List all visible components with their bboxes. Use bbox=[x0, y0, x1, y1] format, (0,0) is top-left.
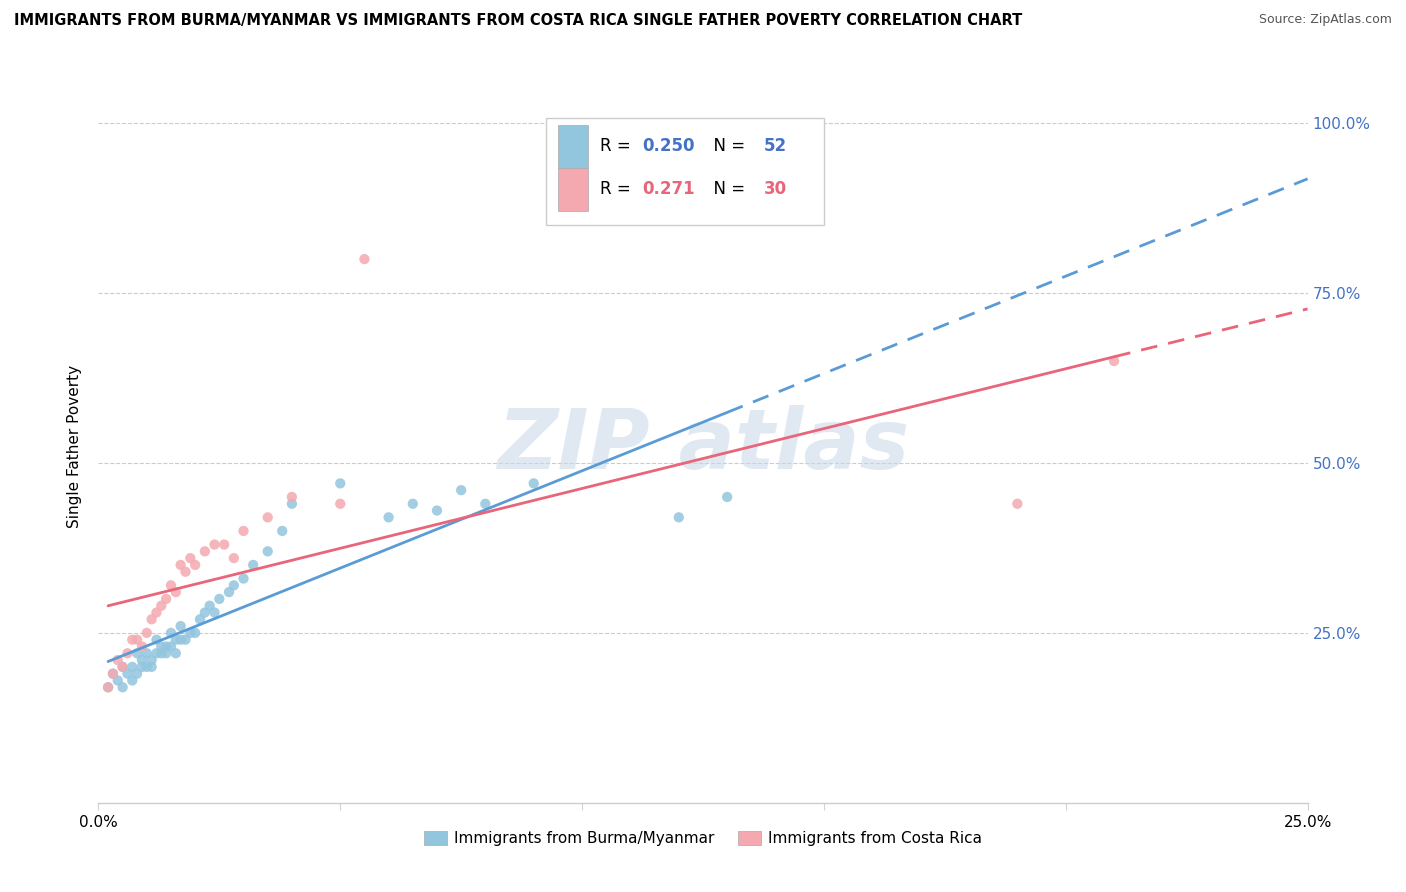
Point bbox=[169, 619, 191, 633]
Point bbox=[194, 606, 217, 620]
Point bbox=[131, 660, 153, 674]
Point bbox=[150, 646, 173, 660]
Text: 0.271: 0.271 bbox=[643, 180, 695, 198]
Point bbox=[127, 666, 149, 681]
Point bbox=[222, 551, 245, 566]
Text: R =: R = bbox=[600, 180, 637, 198]
Point bbox=[97, 680, 120, 694]
Point bbox=[426, 503, 449, 517]
Point bbox=[242, 558, 264, 572]
Point bbox=[127, 632, 149, 647]
Point bbox=[222, 578, 245, 592]
Point bbox=[377, 510, 399, 524]
Point bbox=[160, 640, 183, 654]
Point bbox=[131, 653, 153, 667]
Point bbox=[160, 626, 183, 640]
Point bbox=[135, 660, 157, 674]
Point bbox=[1102, 354, 1125, 368]
Text: IMMIGRANTS FROM BURMA/MYANMAR VS IMMIGRANTS FROM COSTA RICA SINGLE FATHER POVERT: IMMIGRANTS FROM BURMA/MYANMAR VS IMMIGRA… bbox=[14, 13, 1022, 29]
Text: 0.250: 0.250 bbox=[643, 137, 695, 155]
Point bbox=[271, 524, 294, 538]
Bar bbox=[558, 125, 588, 168]
Text: 30: 30 bbox=[763, 180, 786, 198]
Bar bbox=[558, 168, 588, 211]
Point bbox=[141, 660, 163, 674]
Point bbox=[141, 653, 163, 667]
Point bbox=[117, 646, 139, 660]
Point bbox=[101, 666, 124, 681]
Legend: Immigrants from Burma/Myanmar, Immigrants from Costa Rica: Immigrants from Burma/Myanmar, Immigrant… bbox=[418, 825, 988, 852]
Point bbox=[188, 612, 211, 626]
Text: ZIP atlas: ZIP atlas bbox=[496, 406, 910, 486]
Point bbox=[111, 660, 134, 674]
Point bbox=[107, 673, 129, 688]
Point bbox=[198, 599, 221, 613]
Text: N =: N = bbox=[703, 137, 751, 155]
Point bbox=[204, 606, 226, 620]
Point bbox=[256, 510, 278, 524]
Point bbox=[212, 537, 235, 551]
Point bbox=[155, 640, 177, 654]
Point bbox=[165, 646, 187, 660]
Point bbox=[141, 612, 163, 626]
Text: R =: R = bbox=[600, 137, 637, 155]
Point bbox=[353, 252, 375, 266]
Point bbox=[232, 572, 254, 586]
Point bbox=[184, 558, 207, 572]
Point bbox=[145, 606, 167, 620]
Point bbox=[169, 632, 191, 647]
Point bbox=[402, 497, 425, 511]
Text: Source: ZipAtlas.com: Source: ZipAtlas.com bbox=[1258, 13, 1392, 27]
Point bbox=[107, 653, 129, 667]
Point bbox=[111, 680, 134, 694]
Point bbox=[145, 632, 167, 647]
Point bbox=[179, 551, 201, 566]
Point bbox=[194, 544, 217, 558]
Point bbox=[1007, 497, 1029, 511]
Point bbox=[184, 626, 207, 640]
Point bbox=[121, 660, 143, 674]
Point bbox=[121, 632, 143, 647]
Point bbox=[150, 599, 173, 613]
Point bbox=[668, 510, 690, 524]
Point bbox=[218, 585, 240, 599]
Point bbox=[145, 646, 167, 660]
Point bbox=[121, 673, 143, 688]
Point bbox=[281, 497, 304, 511]
Point bbox=[127, 646, 149, 660]
Text: 52: 52 bbox=[763, 137, 786, 155]
Point bbox=[150, 640, 173, 654]
Point bbox=[523, 476, 546, 491]
Point bbox=[232, 524, 254, 538]
Point bbox=[329, 497, 352, 511]
Point bbox=[155, 591, 177, 606]
Point bbox=[135, 626, 157, 640]
Point bbox=[111, 660, 134, 674]
Point bbox=[165, 632, 187, 647]
Point bbox=[179, 626, 201, 640]
Point bbox=[101, 666, 124, 681]
Point bbox=[208, 591, 231, 606]
Point bbox=[160, 578, 183, 592]
Point bbox=[174, 565, 197, 579]
Point bbox=[256, 544, 278, 558]
Point bbox=[155, 646, 177, 660]
Point bbox=[204, 537, 226, 551]
Point bbox=[131, 640, 153, 654]
Point bbox=[169, 558, 191, 572]
Point bbox=[329, 476, 352, 491]
Y-axis label: Single Father Poverty: Single Father Poverty bbox=[67, 365, 83, 527]
Point bbox=[117, 666, 139, 681]
Point bbox=[165, 585, 187, 599]
Point bbox=[281, 490, 304, 504]
Bar bbox=[546, 118, 824, 225]
Point bbox=[474, 497, 496, 511]
Point bbox=[450, 483, 472, 498]
Point bbox=[97, 680, 120, 694]
Point bbox=[716, 490, 738, 504]
Point bbox=[135, 646, 157, 660]
Text: N =: N = bbox=[703, 180, 751, 198]
Point bbox=[174, 632, 197, 647]
